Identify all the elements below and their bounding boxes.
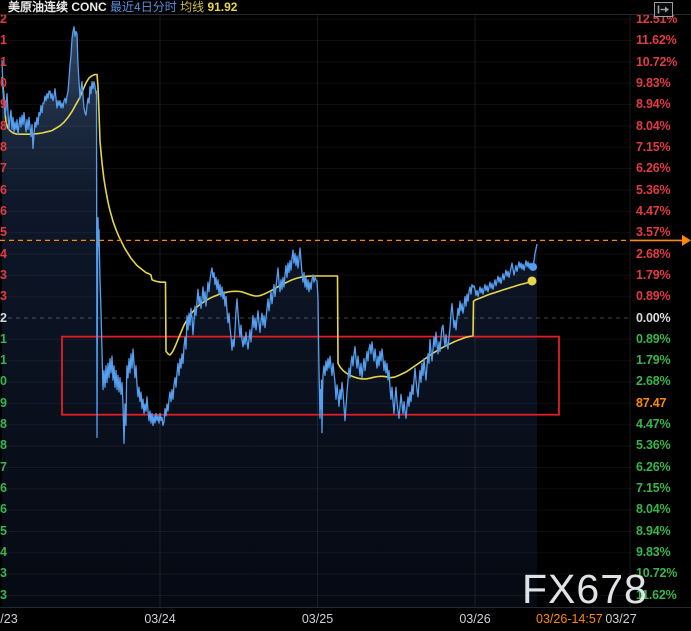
y-axis-label: 7.15% [636, 139, 671, 154]
y-axis-label: 0.89% [636, 331, 671, 346]
y-axis-label: 11.62% [636, 33, 677, 48]
y-axis-left-digit: 4 [0, 545, 7, 560]
instrument-code: CONC [71, 0, 107, 14]
x-axis-label: 03/25 [301, 612, 334, 626]
ma-value: 91.92 [207, 0, 238, 14]
y-axis-left-digit: 7 [0, 459, 7, 474]
y-axis-label: 2.68% [636, 246, 671, 261]
y-axis-label: 4.47% [636, 203, 671, 218]
y-axis-left-digit: 9 [0, 97, 7, 112]
y-axis-left-digit: 6 [0, 182, 7, 197]
y-axis-left-digit: 3 [0, 587, 7, 602]
y-axis-label: 3.57% [636, 225, 671, 240]
y-axis-label: 5.36% [636, 438, 671, 453]
x-axis-label: 03/24 [144, 612, 176, 626]
y-axis-label: 6.26% [636, 161, 671, 176]
y-axis-left-digit: 3 [0, 267, 7, 282]
y-axis-label: 10.72% [636, 566, 678, 581]
y-axis-left-digit: 6 [0, 502, 7, 517]
x-axis-label: 03/23 [0, 612, 18, 626]
y-axis-label: 5.36% [636, 182, 671, 197]
y-axis-label: 8.94% [636, 523, 671, 538]
y-axis-left-digit: 9 [0, 395, 7, 410]
y-axis-left-digit: 0 [0, 75, 7, 90]
y-axis-left-digit: 2 [0, 11, 7, 26]
y-axis-label: 4.47% [636, 417, 671, 432]
y-axis-label: 9.83% [636, 545, 671, 560]
period-label: 最近4日分时 [110, 0, 177, 14]
y-axis-label: 2.68% [636, 374, 671, 389]
y-axis-label: 1.79% [636, 353, 671, 368]
header-divider [0, 14, 691, 15]
y-axis-left-digit: 0 [0, 374, 7, 389]
y-axis-label: 10.72% [636, 54, 678, 69]
y-axis-left-digit: 5 [0, 225, 7, 240]
y-axis-left-digit: 8 [0, 417, 7, 432]
y-axis-left-digit: 1 [0, 54, 7, 69]
y-axis-left-digit: 5 [0, 523, 7, 538]
current-timestamp: 03/26-14:57 [533, 612, 606, 626]
fx678-watermark: FX678 [522, 566, 648, 612]
y-axis-left-digit: 7 [0, 161, 7, 176]
ma-label: 均线 [180, 0, 205, 14]
y-axis-left-digit: 3 [0, 566, 7, 581]
x-axis-label: 03/26 [459, 612, 491, 626]
y-axis-label: 0.89% [636, 289, 671, 304]
y-axis-left-digit: 6 [0, 203, 7, 218]
chart-title: 美原油连续 CONC 最近4日分时 均线 91.92 [8, 0, 237, 14]
x-axis-label: 03/27 [605, 612, 637, 626]
expand-panel-icon[interactable] [654, 2, 673, 17]
y-axis-label: 8.94% [636, 97, 671, 112]
y-axis-left-digit: 2 [0, 310, 7, 325]
y-axis-left-digit: 1 [0, 353, 7, 368]
chart-header: 美原油连续 CONC 最近4日分时 均线 91.92 [0, 0, 691, 14]
instrument-name: 美原油连续 [8, 0, 69, 14]
y-axis-label: 11.62% [636, 587, 677, 602]
y-axis-left-digit: 1 [0, 331, 7, 346]
y-axis-left-digit: 3 [0, 289, 7, 304]
y-axis-label: 6.26% [636, 459, 671, 474]
price-tag-label: 87.47 [632, 395, 691, 411]
y-axis-label: 0.00% [636, 310, 671, 325]
y-axis-left-digit: 8 [0, 139, 7, 154]
y-axis-left-digit: 6 [0, 481, 7, 496]
y-axis-left-digit: 4 [0, 246, 7, 261]
y-axis-label: 1.79% [636, 267, 671, 282]
y-axis-left-digit: 8 [0, 438, 7, 453]
y-axis-label: 8.04% [636, 118, 671, 133]
y-axis-left-digit: 8 [0, 118, 7, 133]
x-axis: 03/23 03/24 03/25 03/26 03/27 03/26-14:57 [0, 607, 691, 631]
y-axis-label: 9.83% [636, 75, 671, 90]
y-axis-label: 8.04% [636, 502, 671, 517]
y-axis-left-digit: 1 [0, 33, 7, 48]
y-axis-label: 7.15% [636, 481, 671, 496]
